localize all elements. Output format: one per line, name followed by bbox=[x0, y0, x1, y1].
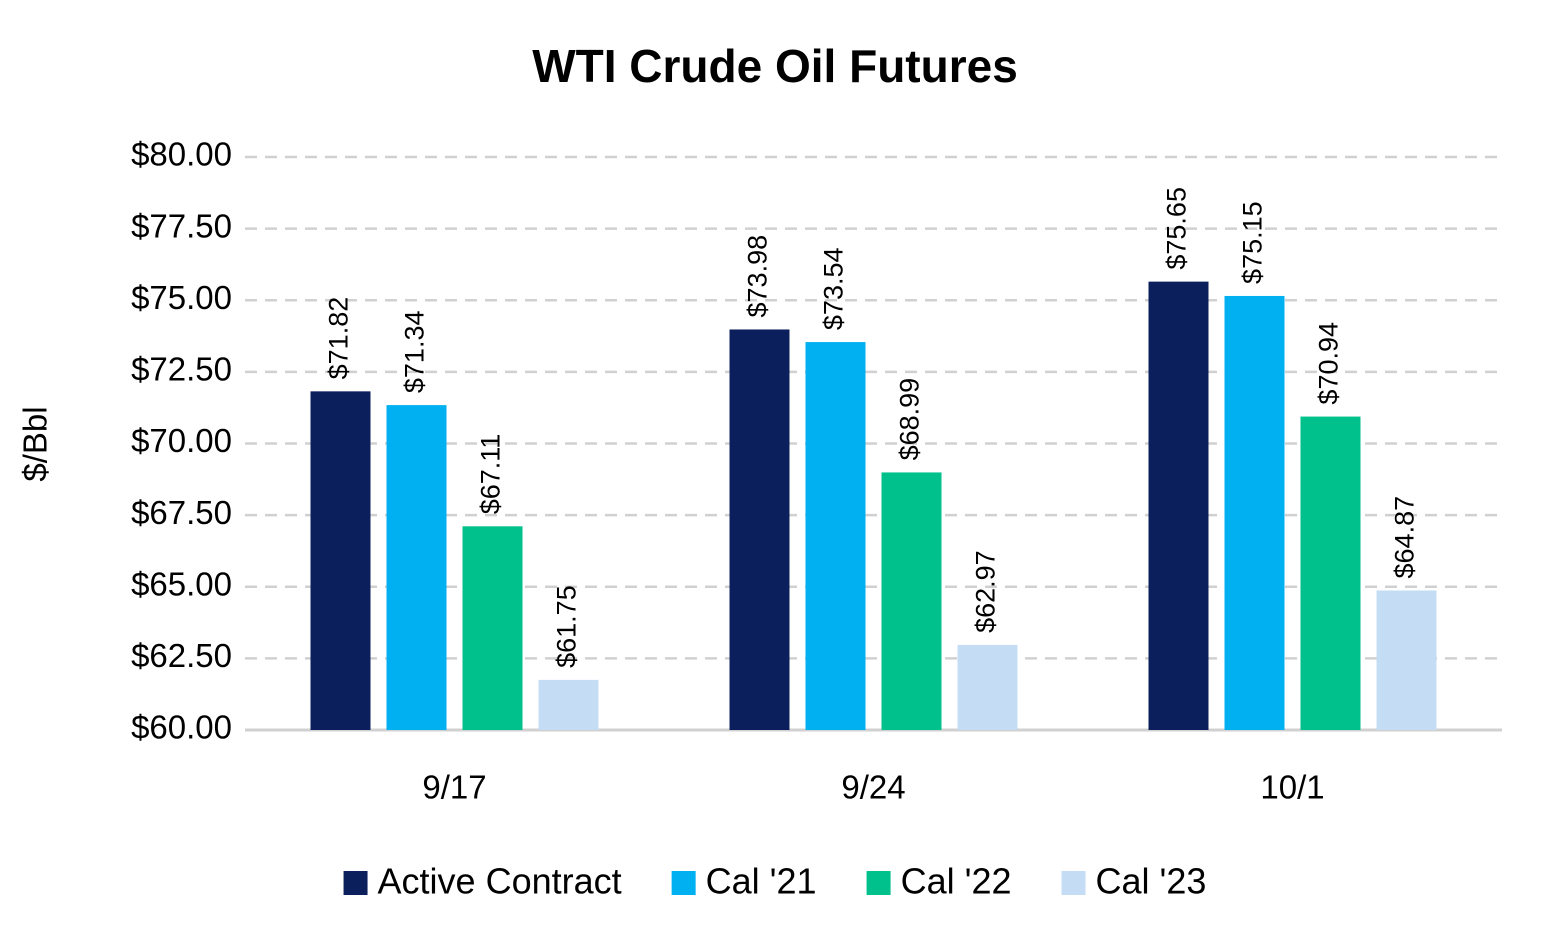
bar bbox=[957, 644, 1018, 730]
x-tick-label: 9/17 bbox=[422, 769, 486, 806]
value-label: $61.75 bbox=[552, 585, 582, 668]
y-tick-label: $72.50 bbox=[131, 351, 232, 388]
legend-label: Cal '23 bbox=[1096, 861, 1207, 902]
y-tick-label: $80.00 bbox=[131, 136, 232, 173]
y-tick-label: $70.00 bbox=[131, 422, 232, 459]
value-label: $71.34 bbox=[400, 311, 430, 394]
bar bbox=[310, 391, 371, 730]
y-tick-label: $75.00 bbox=[131, 279, 232, 316]
value-label: $73.98 bbox=[743, 235, 773, 318]
bar bbox=[805, 342, 866, 730]
legend-swatch bbox=[1061, 871, 1086, 895]
legend-swatch bbox=[671, 871, 696, 895]
y-tick-label: $77.50 bbox=[131, 207, 232, 244]
value-label: $62.97 bbox=[971, 550, 1001, 633]
value-label: $75.15 bbox=[1238, 201, 1268, 284]
value-label: $71.82 bbox=[324, 297, 354, 380]
legend-label: Active Contract bbox=[378, 861, 622, 902]
bar bbox=[1224, 295, 1285, 730]
y-tick-label: $65.00 bbox=[131, 565, 232, 602]
bar bbox=[538, 679, 599, 730]
bar bbox=[1300, 416, 1361, 730]
x-tick-label: 10/1 bbox=[1260, 769, 1324, 806]
legend-label: Cal '21 bbox=[706, 861, 817, 902]
bar bbox=[386, 405, 447, 730]
value-label: $67.11 bbox=[476, 434, 506, 515]
value-label: $75.65 bbox=[1162, 187, 1192, 270]
value-label: $70.94 bbox=[1314, 322, 1344, 405]
y-axis-label: $/Bbl bbox=[17, 406, 54, 481]
bar bbox=[1376, 590, 1437, 730]
bar bbox=[1148, 281, 1209, 730]
bar bbox=[729, 329, 790, 730]
y-tick-label: $67.50 bbox=[131, 494, 232, 531]
chart-title: WTI Crude Oil Futures bbox=[532, 40, 1018, 92]
bar bbox=[881, 472, 942, 730]
y-tick-label: $62.50 bbox=[131, 637, 232, 674]
legend-swatch bbox=[343, 871, 368, 895]
legend-label: Cal '22 bbox=[901, 861, 1012, 902]
y-tick-label: $60.00 bbox=[131, 709, 232, 746]
x-tick-label: 9/24 bbox=[841, 769, 905, 806]
legend-swatch bbox=[866, 871, 891, 895]
value-label: $68.99 bbox=[895, 378, 925, 461]
value-label: $73.54 bbox=[819, 247, 849, 330]
value-label: $64.87 bbox=[1390, 496, 1420, 579]
bar bbox=[462, 526, 523, 730]
